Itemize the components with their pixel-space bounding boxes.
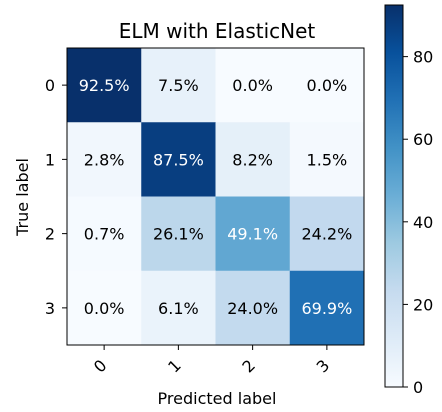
heatmap-cell-1-0 [67, 122, 142, 197]
cell-label-2-3: 24.2% [301, 225, 352, 244]
colorbar-tick-label-0: 0 [413, 378, 423, 397]
cell-label-2-1: 26.1% [153, 225, 204, 244]
y-tick-label-2: 2 [45, 225, 55, 244]
heatmap-cell-1-2 [215, 122, 291, 197]
heatmap-cell-1-3 [289, 122, 365, 197]
heatmap-cell-3-3 [289, 270, 365, 346]
cell-label-3-1: 6.1% [158, 299, 199, 318]
heatmap-cell-0-1 [141, 48, 216, 123]
chart-title: ELM with ElasticNet [119, 19, 316, 43]
cell-label-1-0: 2.8% [84, 150, 125, 169]
heatmap-cell-3-0 [67, 270, 142, 346]
x-tick-label-1: 1 [164, 356, 185, 377]
cell-label-3-0: 0.0% [84, 299, 125, 318]
heatmap-cell-0-3 [289, 48, 365, 123]
heatmap-cell-2-1 [141, 196, 216, 272]
cell-label-3-3: 69.9% [301, 299, 352, 318]
y-tick-label-3: 3 [45, 299, 55, 318]
cell-label-0-0: 92.5% [79, 76, 130, 95]
colorbar-tick-label-3: 60 [413, 130, 433, 149]
colorbar-tick-label-1: 20 [413, 295, 433, 314]
colorbar [384, 4, 404, 388]
colorbar-tick-label-4: 80 [413, 48, 433, 67]
x-tick-label-2: 2 [238, 356, 259, 377]
cell-label-0-2: 0.0% [232, 76, 273, 95]
x-axis-ticks: 0 1 2 3 [90, 345, 333, 376]
cell-label-0-3: 0.0% [307, 76, 348, 95]
heatmap-cell-0-2 [215, 48, 291, 123]
heatmap-cell-3-1 [141, 270, 216, 346]
cell-label-1-1: 87.5% [153, 150, 204, 169]
heatmap-cell-3-2 [215, 270, 291, 346]
heatmap-cell-2-0 [67, 196, 142, 272]
plot-frame [66, 47, 365, 346]
cell-label-1-2: 8.2% [232, 150, 273, 169]
cell-label-3-2: 24.0% [227, 299, 278, 318]
x-tick-label-0: 0 [90, 356, 111, 377]
heatmap-cell-2-3 [289, 196, 365, 272]
cell-label-2-0: 0.7% [84, 225, 125, 244]
y-tick-label-1: 1 [45, 150, 55, 169]
colorbar-tick-label-2: 40 [413, 213, 433, 232]
x-tick-label-3: 3 [313, 356, 334, 377]
x-axis-label: Predicted label [158, 389, 277, 408]
heatmap-cell-1-1 [141, 122, 216, 197]
y-tick-label-0: 0 [45, 76, 55, 95]
y-axis-label: True label [13, 158, 32, 237]
colorbar-ticks: 0 20 40 60 80 [403, 48, 433, 397]
cell-label-1-3: 1.5% [307, 150, 348, 169]
heatmap-cells: 92.5% 7.5% 0.0% 0.0% 2.8% 87.5% 8.2% 1.5% 0.7% 26… [67, 48, 365, 346]
cell-label-2-2: 49.1% [227, 225, 278, 244]
cell-label-0-1: 7.5% [158, 76, 199, 95]
heatmap-cell-0-0 [67, 48, 142, 123]
y-axis-ticks: 0 1 2 3 [45, 76, 67, 318]
heatmap-cell-2-2 [215, 196, 291, 272]
